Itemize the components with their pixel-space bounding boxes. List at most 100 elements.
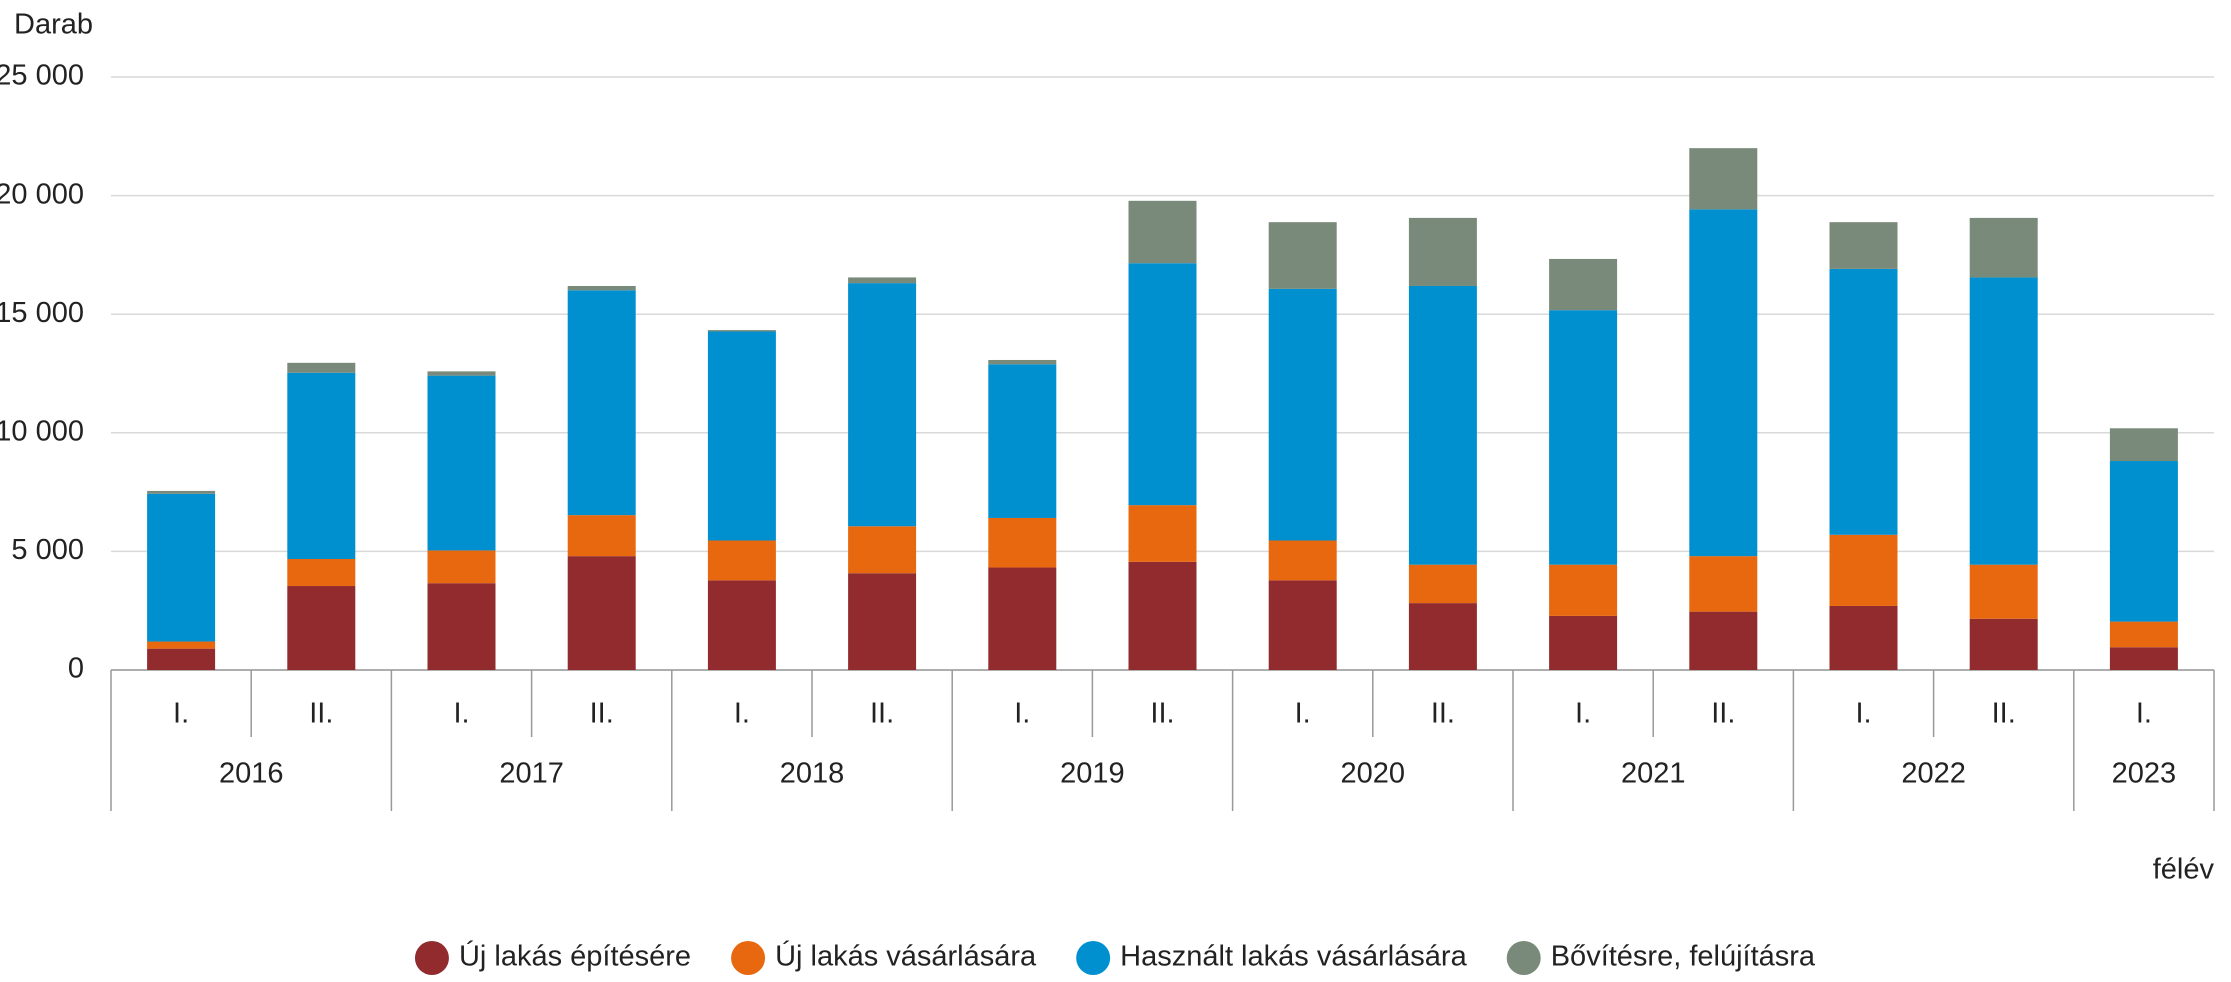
x-tick-label: II.: [309, 698, 333, 730]
bar-segment: [1969, 217, 2038, 278]
bar-segment: [1549, 258, 1618, 311]
x-tick-label: I.: [734, 698, 750, 730]
bar-segment: [1549, 615, 1618, 670]
x-tick-label: I.: [453, 698, 469, 730]
bar-segment: [1829, 534, 1898, 606]
group-label: 2020: [1341, 758, 1406, 790]
bar-segment: [147, 641, 216, 649]
bar-segment: [287, 362, 356, 373]
bar-segment: [1408, 603, 1477, 670]
y-tick-label: 0: [68, 653, 84, 685]
bar-segment: [1268, 580, 1337, 670]
group-label: 2019: [1060, 758, 1125, 790]
x-tick-label: I.: [1575, 698, 1591, 730]
legend-label: Használt lakás vásárlására: [1120, 941, 1467, 973]
legend-marker: [731, 941, 766, 975]
x-axis-label: félév: [2153, 854, 2215, 886]
bar-segment: [2109, 428, 2178, 462]
bar-segment: [147, 648, 216, 670]
bar-segment: [848, 277, 917, 284]
bar-segment: [1549, 564, 1618, 616]
y-tick-label: 15 000: [0, 297, 84, 329]
bar-segment: [1829, 222, 1898, 269]
x-tick-label: II.: [1992, 698, 2016, 730]
y-tick-label: 25 000: [0, 60, 84, 92]
bar-segment: [2109, 621, 2178, 648]
bar-segment: [1408, 217, 1477, 286]
y-tick-label: 10 000: [0, 415, 84, 447]
bar-segment: [1689, 209, 1758, 557]
x-tick-label: I.: [173, 698, 189, 730]
bar-segment: [1268, 222, 1337, 289]
x-tick-label: II.: [590, 698, 614, 730]
bar-segment: [1408, 285, 1477, 565]
bar-segment: [1969, 618, 2038, 670]
y-tick-label: 20 000: [0, 178, 84, 210]
bar-segment: [707, 580, 776, 670]
legend-marker: [1506, 941, 1541, 975]
bar-segment: [567, 285, 636, 291]
bar-segment: [1128, 263, 1197, 506]
legend-marker: [1076, 941, 1111, 975]
bar-segment: [287, 372, 356, 559]
legend-marker: [414, 941, 449, 975]
bar-segment: [1689, 148, 1758, 210]
group-label: 2017: [499, 758, 564, 790]
bar-segment: [848, 573, 917, 670]
group-label: 2018: [780, 758, 845, 790]
bar-segment: [567, 515, 636, 557]
x-tick-label: I.: [1014, 698, 1030, 730]
bar-segment: [988, 359, 1057, 365]
bar-segment: [1969, 277, 2038, 565]
x-tick-label: II.: [1711, 698, 1735, 730]
bar-segment: [427, 550, 496, 584]
x-tick-label: I.: [1855, 698, 1871, 730]
bar-segment: [1128, 561, 1197, 670]
bar-segment: [1128, 200, 1197, 264]
bar-segment: [147, 493, 216, 642]
x-tick-label: I.: [2136, 698, 2152, 730]
bar-segment: [147, 490, 216, 494]
y-tick-label: 5 000: [11, 534, 84, 566]
bar-segment: [988, 517, 1057, 568]
group-label: 2021: [1621, 758, 1686, 790]
bar-segment: [1408, 564, 1477, 604]
x-tick-label: II.: [1150, 698, 1174, 730]
x-tick-label: II.: [870, 698, 894, 730]
x-tick-label: II.: [1431, 698, 1455, 730]
bar-segment: [707, 330, 776, 332]
bar-segment: [1689, 611, 1758, 670]
bar-segment: [287, 558, 356, 587]
bar-segment: [1829, 268, 1898, 535]
bar-segment: [1128, 505, 1197, 562]
bar-segment: [988, 364, 1057, 518]
bar-segment: [848, 283, 917, 527]
group-label: 2016: [219, 758, 284, 790]
bar-segment: [287, 586, 356, 670]
bar-segment: [1969, 564, 2038, 619]
bar-segment: [2109, 647, 2178, 670]
bar-segment: [427, 583, 496, 670]
bar-segment: [567, 556, 636, 670]
x-tick-label: I.: [1295, 698, 1311, 730]
bar-segment: [707, 331, 776, 541]
bar-segment: [1829, 605, 1898, 670]
bar-segment: [988, 567, 1057, 670]
bar-segment: [2109, 461, 2178, 622]
bar-segment: [1549, 310, 1618, 565]
y-axis-label: Darab: [14, 9, 93, 41]
legend-label: Bővítésre, felújításra: [1551, 941, 1816, 973]
bar-segment: [427, 371, 496, 376]
group-label: 2022: [1901, 758, 1966, 790]
group-label: 2023: [2112, 758, 2177, 790]
bar-segment: [567, 290, 636, 516]
legend-label: Új lakás építésére: [459, 940, 691, 973]
bar-segment: [1268, 540, 1337, 581]
bar-segment: [427, 375, 496, 551]
legend-label: Új lakás vásárlására: [775, 940, 1037, 973]
bar-segment: [1268, 288, 1337, 541]
bar-segment: [707, 540, 776, 581]
bar-segment: [848, 526, 917, 574]
bar-segment: [1689, 556, 1758, 612]
